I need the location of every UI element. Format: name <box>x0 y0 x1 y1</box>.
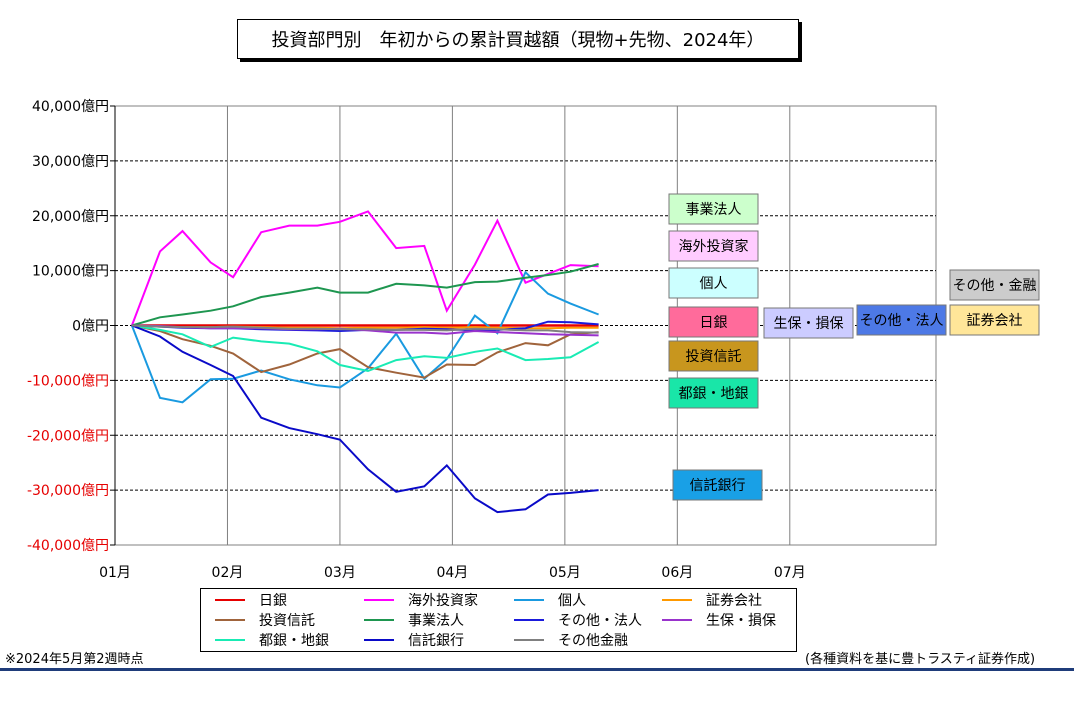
series-label-box <box>668 306 759 338</box>
legend-swatch <box>514 619 544 621</box>
series-label-box <box>668 377 759 409</box>
legend-item: その他・法人 <box>514 610 642 630</box>
x-tick-label: 04月 <box>436 565 468 581</box>
series-label-text: その他・金融 <box>953 278 1037 294</box>
x-tick-label: 02月 <box>212 565 244 581</box>
y-tick-label: -40,000億円 <box>27 538 109 554</box>
legend-item: 証券会社 <box>662 590 762 610</box>
legend-label: 個人 <box>558 593 586 609</box>
series-line-事業法人 <box>131 263 599 327</box>
y-tick-label: 20,000億円 <box>32 209 109 225</box>
series-label-box <box>668 267 759 299</box>
legend-item: 信託銀行 <box>364 630 464 650</box>
series-line-海外投資家 <box>130 210 599 326</box>
series-label-box <box>672 469 763 501</box>
series-label-text: 生保・損保 <box>774 316 844 332</box>
legend-label: その他金融 <box>558 633 628 649</box>
series-line-投資信託 <box>131 324 599 379</box>
legend-swatch <box>364 619 394 621</box>
x-tick-label: 07月 <box>774 565 806 581</box>
legend-label: 事業法人 <box>408 613 464 629</box>
footnote-source: (各種資料を基に豊トラスティ証券作成) <box>805 652 1036 667</box>
series-label-box <box>949 304 1040 336</box>
y-tick-label: -20,000億円 <box>27 428 109 444</box>
legend-swatch <box>514 599 544 601</box>
legend: 日銀 海外投資家 個人 証券会社投資信託 事業法人 その他・法人 生保・損保都銀・地銀 信託銀… <box>200 588 797 652</box>
y-tick-label: 10,000億円 <box>32 264 109 280</box>
series-line-その他金融 <box>131 324 599 334</box>
series-label-text: 個人 <box>700 276 728 292</box>
legend-item: 海外投資家 <box>364 590 478 610</box>
series-label-text: 日銀 <box>700 315 728 331</box>
legend-item: 生保・損保 <box>662 610 776 630</box>
x-tick-label: 05月 <box>549 565 581 581</box>
y-tick-label: -10,000億円 <box>27 373 109 389</box>
series-label-text: 海外投資家 <box>679 238 749 255</box>
legend-label: その他・法人 <box>558 613 642 629</box>
legend-item: 都銀・地銀 <box>215 630 329 650</box>
legend-swatch <box>662 619 692 621</box>
legend-swatch <box>364 599 394 601</box>
series-label-box <box>949 269 1040 301</box>
legend-swatch <box>215 619 245 621</box>
y-tick-label: 30,000億円 <box>32 154 109 170</box>
series-label-text: 都銀・地銀 <box>679 386 749 402</box>
x-tick-label: 06月 <box>661 565 693 581</box>
legend-swatch <box>364 639 394 641</box>
series-label-text: 信託銀行 <box>690 478 746 494</box>
axis-labels: 40,000億円 30,000億円 20,000億円 10,000億円 0億円 -10,0… <box>27 99 806 581</box>
series-label-text: 事業法人 <box>686 202 742 218</box>
series-label-box <box>668 230 759 262</box>
series-label-text: 投資信託 <box>686 349 742 365</box>
legend-label: 証券会社 <box>706 593 762 609</box>
series-line-生保・損保 <box>131 324 599 337</box>
y-tick-label: 40,000億円 <box>32 99 109 115</box>
legend-label: 信託銀行 <box>408 633 464 649</box>
series-label-box <box>668 340 759 372</box>
legend-swatch <box>662 599 692 601</box>
legend-label: 投資信託 <box>259 613 315 629</box>
legend-label: 都銀・地銀 <box>259 633 329 649</box>
series-label-box <box>856 304 947 336</box>
legend-swatch <box>514 639 544 641</box>
legend-label: 生保・損保 <box>706 613 776 629</box>
legend-label: 海外投資家 <box>408 593 478 609</box>
chart-title: 投資部門別 年初からの累計買越額（現物+先物、2024年） <box>237 19 799 59</box>
y-tick-label: 0億円 <box>72 319 109 335</box>
series-line-都銀・地銀 <box>131 324 600 373</box>
legend-item: 投資信託 <box>215 610 315 630</box>
bottom-divider <box>0 668 1074 671</box>
footnote-date: ※2024年5月第2週時点 <box>5 652 144 667</box>
legend-item: その他金融 <box>514 630 628 650</box>
y-tick-label: -30,000億円 <box>27 483 109 499</box>
series-lines <box>130 210 600 514</box>
legend-label: 日銀 <box>259 593 287 609</box>
legend-swatch <box>215 639 245 641</box>
series-line-信託銀行 <box>131 324 599 514</box>
series-label-text: 証券会社 <box>967 313 1023 329</box>
x-tick-label: 03月 <box>324 565 356 581</box>
legend-swatch <box>215 599 245 601</box>
series-label-box <box>763 307 854 339</box>
series-line-個人 <box>130 270 599 404</box>
legend-item: 事業法人 <box>364 610 464 630</box>
series-label-box <box>668 193 759 225</box>
legend-item: 個人 <box>514 590 586 610</box>
series-label-text: その他・法人 <box>860 313 944 329</box>
legend-item: 日銀 <box>215 590 287 610</box>
x-tick-label: 01月 <box>99 565 131 581</box>
